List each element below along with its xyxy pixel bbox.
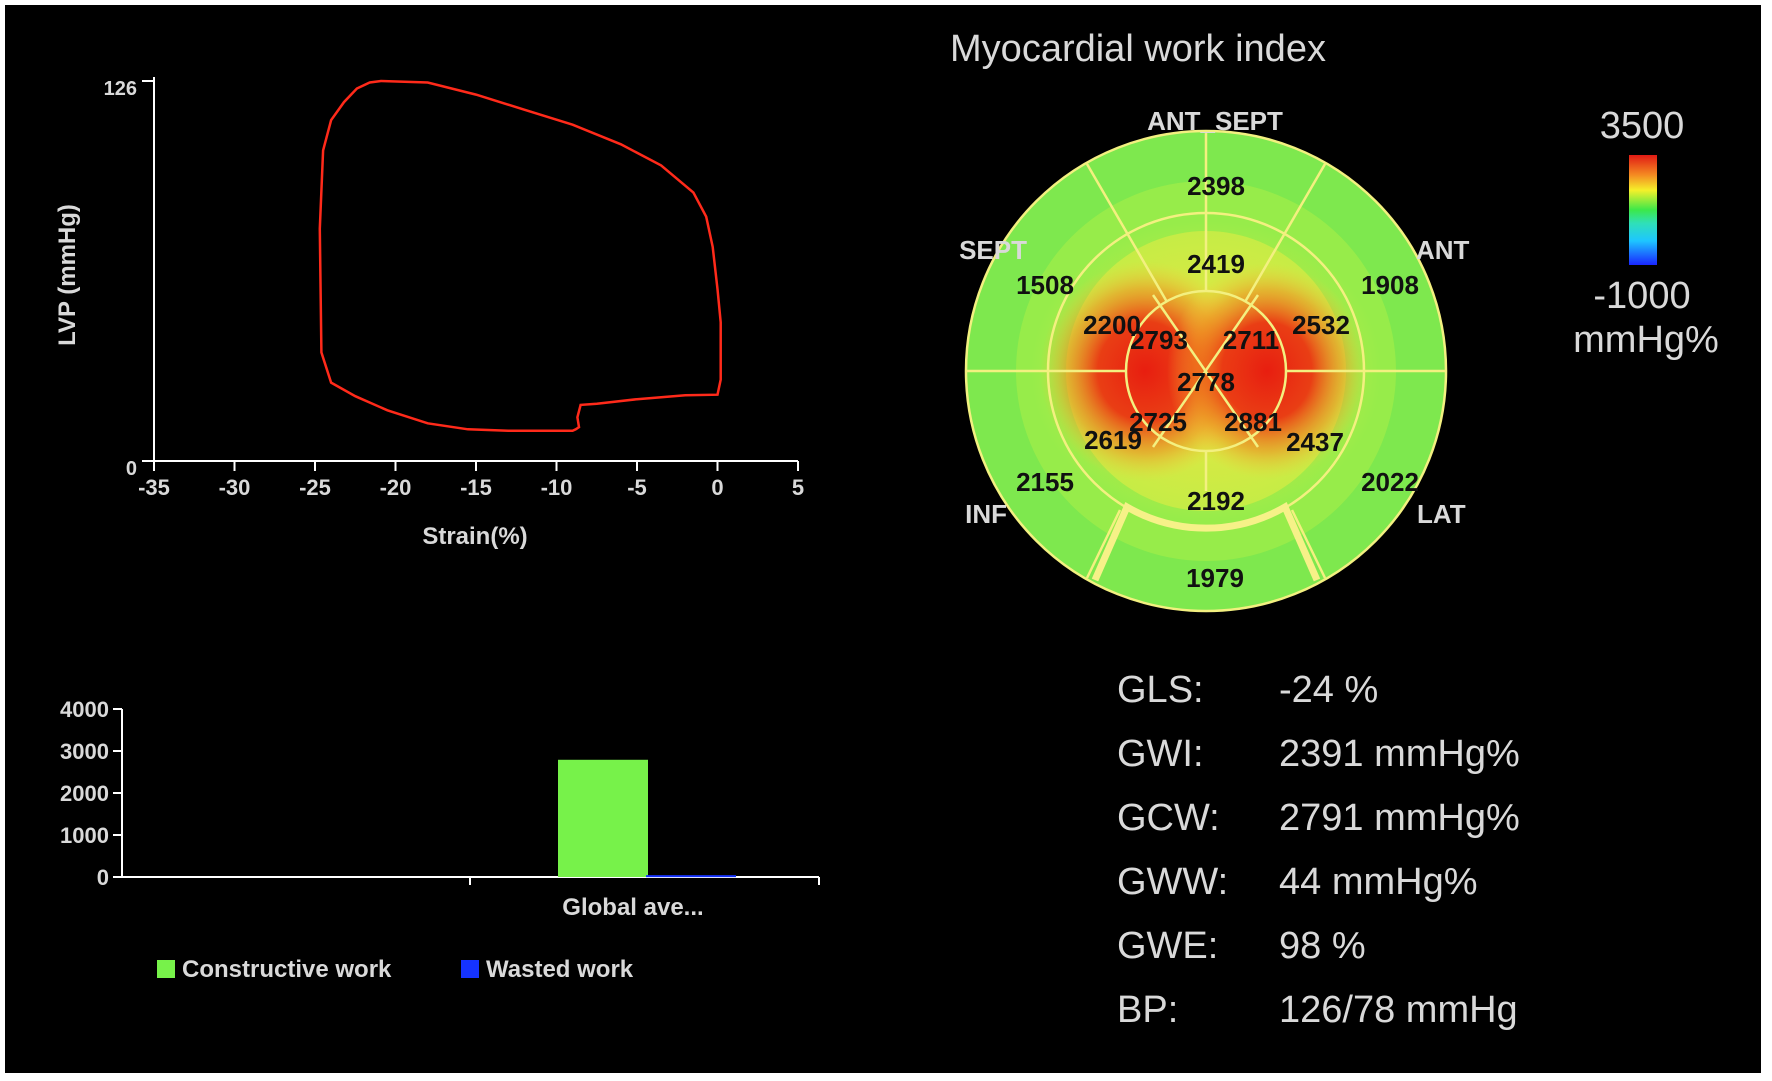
segment-apical-sept-value: 2793 [1130,325,1188,355]
stat-gcw-value: 2791 mmHg% [1279,797,1520,839]
pv-x-tick-label-4: -15 [460,475,492,500]
bar-category-label: Global ave... [562,894,703,921]
constructive-wasted-work-bar-chart: 4000 3000 2000 1000 0 Global ave... Construc… [60,697,820,983]
stat-gww-value: 44 mmHg% [1279,861,1478,903]
legend-swatch-constructive [157,960,175,978]
report-canvas: -35 -30 -25 -20 -15 -10 -5 0 5 126 0 Strain(%) L… [54,28,1719,983]
segment-basal-post-value: 1979 [1186,563,1244,593]
pv-x-tick-label-5: -10 [541,475,573,500]
bar-constructive-work [558,759,648,877]
pv-x-tick-label-1: -30 [219,475,251,500]
segment-mid-sept-value: 2200 [1083,310,1141,340]
stat-bp-label: BP: [1117,989,1179,1031]
pv-y-tick-label-max: 126 [104,78,137,100]
pv-x-tick-label-2: -25 [299,475,331,500]
segment-mid-ant-sept-value: 2419 [1187,249,1245,279]
wall-label-lat: LAT [1417,499,1466,529]
wall-label-ant: ANT [1416,235,1470,265]
myocardial-work-bullseye: Myocardial work index [950,28,1719,613]
stat-gwi: GWI: 2391 mmHg% [1117,733,1757,783]
pv-x-tick-label-8: 5 [792,475,804,500]
stat-gww-label: GWW: [1117,861,1229,903]
bullseye-title: Myocardial work index [950,28,1326,70]
pv-x-tick-label-0: -35 [138,475,170,500]
bar-y-tick-label-1: 3000 [60,739,109,764]
stat-bp: BP: 126/78 mmHg [1117,989,1757,1039]
colorbar-max-label: 3500 [1600,105,1685,147]
stat-gcw-label: GCW: [1117,797,1220,839]
pressure-strain-loop-chart: -35 -30 -25 -20 -15 -10 -5 0 5 126 0 Strain(%) L… [54,77,804,550]
colorbar-gradient [1629,155,1657,265]
pv-x-tick-label-6: -5 [627,475,647,500]
stat-bp-value: 126/78 mmHg [1279,989,1518,1031]
pv-x-tick-label-7: 0 [711,475,723,500]
segment-apical-lat-value: 2881 [1224,407,1282,437]
segment-apex-value: 2778 [1177,367,1235,397]
stat-gwe: GWE: 98 % [1117,925,1757,975]
stat-gww: GWW: 44 mmHg% [1117,861,1757,911]
segment-basal-lat-value: 2022 [1361,467,1419,497]
bar-wasted-work [646,875,736,878]
legend-label-constructive: Constructive work [182,956,392,983]
myocardial-work-report: -35 -30 -25 -20 -15 -10 -5 0 5 126 0 Strain(%) L… [5,5,1761,1073]
segment-mid-inf-value: 2192 [1187,486,1245,516]
segment-basal-sept-value: 1508 [1016,270,1074,300]
colorbar-min-label: -1000 [1593,275,1690,317]
legend-swatch-wasted [461,960,479,978]
stat-gls-value: -24 % [1279,669,1379,711]
bar-y-tick-label-0: 4000 [60,697,109,722]
bar-y-tick-label-3: 1000 [60,823,109,848]
pv-x-axis-label: Strain(%) [422,523,527,550]
pv-y-axis-label: LVP (mmHg) [54,204,81,346]
colorbar-unit-label: mmHg% [1573,319,1719,361]
pv-y-tick-label-min: 0 [126,458,137,480]
segment-mid-ant-value: 2532 [1292,310,1350,340]
stat-gls-label: GLS: [1117,669,1204,711]
wall-label-sept: SEPT [959,235,1027,265]
bullseye-segment-lines [964,129,1448,613]
segment-mid-inf-sept-value: 2619 [1084,425,1142,455]
segment-basal-inf-value: 2155 [1016,467,1074,497]
stat-gwi-value: 2391 mmHg% [1279,733,1520,775]
bar-y-tick-label-4: 0 [97,865,109,890]
bar-y-tick-label-2: 2000 [60,781,109,806]
pressure-strain-loop-line [318,79,722,433]
segment-apical-ant-value: 2711 [1223,325,1279,355]
stat-gcw: GCW: 2791 mmHg% [1117,797,1757,847]
pv-x-tick-label-3: -20 [380,475,412,500]
wall-label-inf: INF [965,499,1007,529]
segment-apical-inf-value: 2725 [1129,407,1187,437]
stat-gwe-label: GWE: [1117,925,1219,967]
wall-label-ant-sept: ANT_SEPT [1147,106,1283,136]
stat-gwe-value: 98 % [1279,925,1366,967]
stat-gls: GLS: -24 % [1117,669,1757,719]
segment-basal-ant-value: 1908 [1361,270,1419,300]
legend-label-wasted: Wasted work [486,956,634,983]
segment-basal-ant-sept-value: 2398 [1187,171,1245,201]
colorbar: 3500 -1000 mmHg% [1573,105,1719,361]
stat-gwi-label: GWI: [1117,733,1204,775]
bar-legend: Constructive work Wasted work [157,956,634,983]
bullseye-selected-segment-outline [1091,502,1321,582]
segment-mid-lat-value: 2437 [1286,427,1344,457]
